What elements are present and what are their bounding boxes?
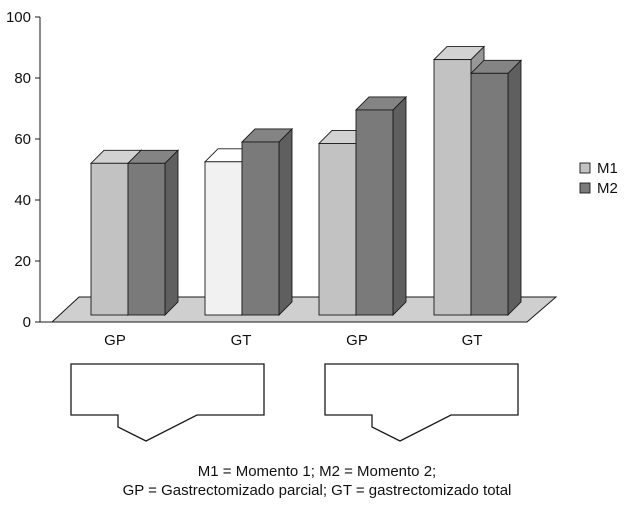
x-tick-label: GP	[104, 332, 126, 349]
caption-line-1: M1 = Momento 1; M2 = Momento 2;	[197, 463, 437, 480]
legend-label-m2: M2	[597, 180, 618, 197]
bars	[89, 45, 523, 317]
legend-label-m1: M1	[597, 160, 618, 177]
bar-m2-1	[126, 149, 180, 317]
y-tick-label: 0	[23, 314, 31, 331]
group-arrow-left	[70, 363, 265, 442]
legend-swatch-m1	[579, 162, 591, 174]
y-tick-label: 20	[14, 253, 31, 270]
x-tick-label: GT	[231, 332, 252, 349]
bar-m2-3	[354, 95, 408, 317]
y-tick-label: 80	[14, 70, 31, 87]
x-tick-label: GT	[462, 332, 483, 349]
group-arrows	[70, 363, 519, 442]
bar-m2-2	[240, 127, 294, 317]
y-axis: 0 20 40 60 80 100	[6, 9, 41, 331]
x-axis-labels: GP GT GP GT	[104, 332, 482, 349]
y-tick-label: 100	[6, 9, 31, 26]
legend-swatch-m2	[579, 182, 591, 194]
group-arrow-right	[324, 363, 519, 442]
x-tick-label: GP	[346, 332, 368, 349]
y-tick-label: 60	[14, 131, 31, 148]
bar-m2-4	[469, 59, 523, 317]
caption-line-2: GP = Gastrectomizado parcial; GT = gastr…	[122, 482, 512, 499]
legend-box	[573, 154, 632, 202]
y-tick-label: 40	[14, 192, 31, 209]
